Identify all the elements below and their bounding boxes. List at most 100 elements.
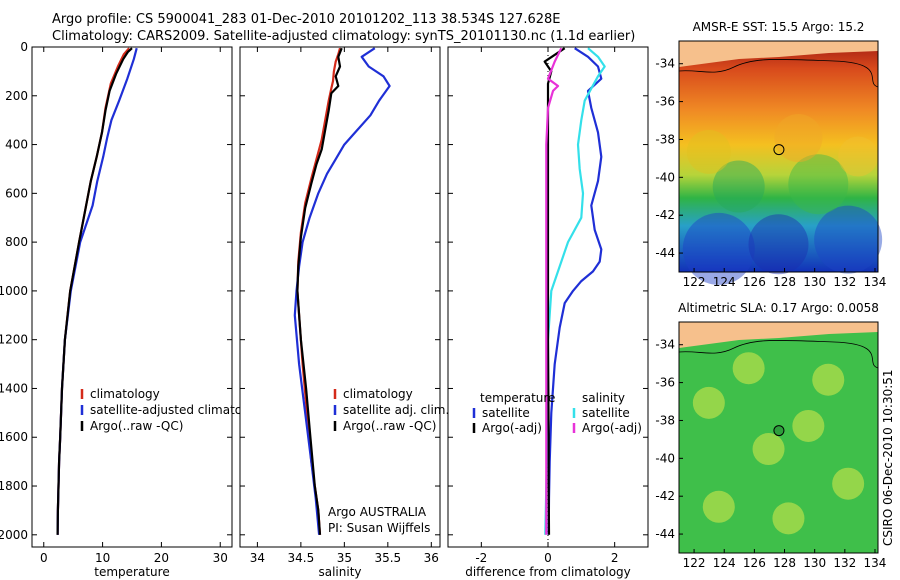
argo-position-marker: [773, 425, 785, 437]
map-title: Altimetric SLA: 0.17 Argo: 0.0058: [678, 301, 879, 315]
x-tick-label: 34: [250, 551, 265, 565]
x-tick-label: 0: [40, 551, 48, 565]
x-tick-label: 130: [803, 556, 826, 570]
x-tick-label: 34.5: [288, 551, 315, 565]
x-tick-label: 126: [743, 556, 766, 570]
x-tick-label: 30: [213, 551, 228, 565]
x-tick-label: 0: [544, 551, 552, 565]
sst-patch: [788, 154, 849, 215]
y-tick-label: -38: [655, 413, 675, 427]
y-tick-label: 1000: [0, 284, 28, 298]
series-line-argo: [296, 47, 343, 535]
y-tick-label: 1600: [0, 430, 28, 444]
legend-label: climatology: [90, 387, 160, 401]
y-tick-label: -44: [655, 527, 675, 541]
sst-patch: [682, 212, 755, 285]
series-line-argo: [543, 47, 566, 535]
sla-map: [678, 322, 879, 553]
x-tick-label: 122: [683, 275, 706, 289]
x-axis-label: temperature: [94, 565, 169, 579]
sst-patch: [748, 214, 809, 275]
y-tick-label: 200: [5, 89, 28, 103]
sst-patch: [712, 160, 765, 213]
legend-label: Argo(-adj): [482, 421, 542, 435]
sst-patch: [814, 205, 883, 274]
y-tick-label: -44: [655, 246, 675, 260]
y-tick-label: -42: [655, 208, 675, 222]
x-tick-label: 134: [864, 556, 887, 570]
sst-patch: [838, 136, 879, 177]
sst-field: [679, 41, 878, 272]
x-tick-label: 2: [611, 551, 619, 565]
y-tick-label: -34: [655, 57, 675, 71]
x-tick-label: 130: [803, 275, 826, 289]
series-line-sat: [293, 47, 391, 535]
y-tick-label: 400: [5, 138, 28, 152]
timestamp-label: CSIRO 06-Dec-2010 10:30:51: [881, 369, 895, 546]
x-axis-label: salinity: [318, 565, 361, 579]
land-mask: [679, 322, 878, 348]
x-tick-label: 134: [864, 275, 887, 289]
y-tick-label: 1400: [0, 381, 28, 395]
y-tick-label: -38: [655, 132, 675, 146]
series-line-argo: [56, 47, 133, 535]
sla-patch: [702, 490, 735, 523]
legend-label: Argo(..raw -QC): [343, 419, 436, 433]
coastline: [678, 58, 879, 88]
sla-patch: [812, 363, 845, 396]
annotation-line-2: PI: Susan Wijffels: [328, 521, 430, 535]
x-tick-label: 10: [95, 551, 110, 565]
y-tick-label: 600: [5, 186, 28, 200]
legend-label: climatology: [343, 387, 413, 401]
series-line-sal_argo: [545, 47, 563, 535]
x-tick-label: 128: [773, 556, 796, 570]
x-tick-label: 132: [833, 556, 856, 570]
y-tick-label: 2000: [0, 528, 28, 542]
x-tick-label: 128: [773, 275, 796, 289]
sla-patch: [692, 386, 725, 419]
legend-label: temperature: [480, 391, 555, 405]
x-tick-label: 122: [683, 556, 706, 570]
y-tick-label: 0: [20, 40, 28, 54]
sla-patch: [752, 433, 785, 466]
y-tick-label: -36: [655, 95, 675, 109]
sst-map: [678, 41, 883, 285]
argo-position-marker: [773, 144, 785, 156]
map-frame: [678, 321, 879, 554]
panel-frame: [31, 46, 233, 548]
sst-patch: [686, 129, 731, 174]
sst-patch: [774, 114, 823, 163]
legend-label: salinity: [582, 391, 625, 405]
map-title: AMSR-E SST: 15.5 Argo: 15.2: [693, 20, 865, 34]
x-tick-label: 124: [713, 275, 736, 289]
x-tick-label: 35.5: [374, 551, 401, 565]
x-tick-label: 36: [424, 551, 439, 565]
legend-label: Argo(..raw -QC): [90, 419, 183, 433]
y-tick-label: -40: [655, 170, 675, 184]
x-tick-label: -2: [475, 551, 487, 565]
x-tick-label: 124: [713, 556, 736, 570]
legend-label: Argo(-adj): [582, 421, 642, 435]
x-axis-label: difference from climatology: [465, 565, 631, 579]
x-tick-label: 126: [743, 275, 766, 289]
land-mask: [679, 41, 878, 67]
sla-patch: [732, 352, 765, 385]
sla-patch: [792, 409, 825, 442]
y-tick-label: -42: [655, 489, 675, 503]
header-line-2: Climatology: CARS2009. Satellite-adjuste…: [52, 29, 636, 44]
sla-patch: [772, 502, 805, 535]
annotation-line-1: Argo AUSTRALIA: [328, 505, 427, 519]
y-tick-label: -40: [655, 451, 675, 465]
x-tick-label: 20: [154, 551, 169, 565]
y-tick-label: 1800: [0, 479, 28, 493]
x-tick-label: 132: [833, 275, 856, 289]
y-tick-label: 1200: [0, 333, 28, 347]
y-tick-label: -34: [655, 338, 675, 352]
legend-label: satellite: [582, 406, 630, 420]
coastline: [678, 339, 879, 369]
x-tick-label: 35: [337, 551, 352, 565]
y-tick-label: 800: [5, 235, 28, 249]
legend-label: satellite adj. clim.: [343, 403, 449, 417]
sla-patch: [832, 467, 865, 500]
